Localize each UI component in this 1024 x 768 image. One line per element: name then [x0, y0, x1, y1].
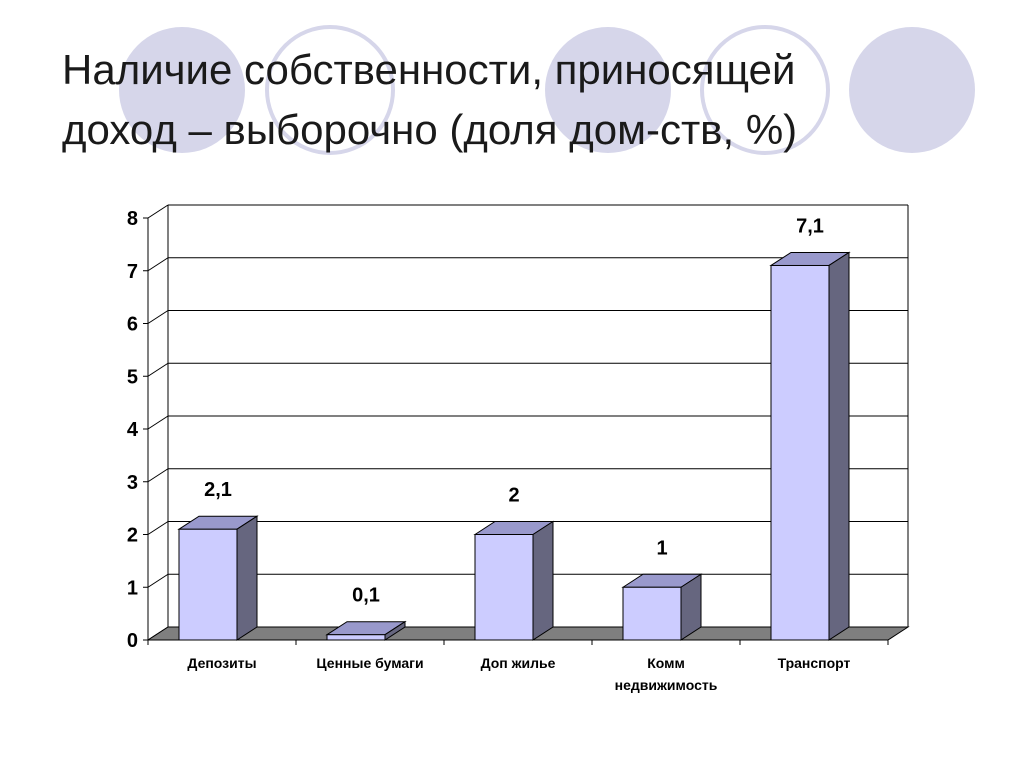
category-label: Депозиты: [187, 655, 256, 671]
bar-side: [532, 520, 554, 641]
category-label: Доп жилье: [481, 655, 556, 671]
y-tick-label: 6: [127, 314, 138, 336]
gridline-depth: [147, 521, 169, 535]
y-tick-label: 5: [127, 366, 138, 388]
gridline-depth: [147, 362, 169, 377]
bar: [326, 634, 386, 641]
decor-circle-1: [119, 27, 245, 153]
bar: [622, 586, 682, 641]
y-tick-label: 2: [127, 525, 138, 547]
gridline-depth: [147, 468, 169, 483]
bar-side: [828, 251, 850, 641]
slide-title-line-2: доход – выборочно (доля дом-ств, %): [62, 106, 798, 153]
data-label: 1: [656, 537, 667, 559]
decor-circle-4: [700, 25, 830, 155]
category-label: Ценные бумаги: [316, 655, 423, 671]
gridline-depth: [147, 415, 169, 430]
y-tick-label: 1: [127, 577, 138, 599]
gridline-depth: [147, 310, 169, 324]
bar: [770, 264, 830, 641]
category-label: Транспорт: [778, 655, 851, 671]
y-tick-label: 7: [127, 261, 138, 283]
slide-title-line-1: Наличие собственности, приносящей: [62, 46, 796, 93]
slide-title: Наличие собственности, приносящей доход …: [62, 40, 962, 160]
y-tick-label: 4: [127, 419, 139, 441]
bar: [178, 528, 238, 641]
data-label: 2: [508, 485, 519, 507]
bar: [474, 534, 534, 641]
gridline-depth: [147, 573, 169, 588]
category-label: недвижимость: [615, 677, 718, 693]
y-tick-label: 8: [127, 208, 138, 230]
category-label: Комм: [647, 655, 685, 671]
data-label: 0,1: [352, 585, 380, 607]
decor-circle-3: [545, 27, 671, 153]
gridline-depth: [147, 257, 169, 272]
decor-circle-2: [265, 25, 395, 155]
bar-side: [236, 515, 258, 641]
data-label: 7,1: [796, 215, 824, 237]
gridline-depth: [147, 204, 169, 219]
data-label: 2,1: [204, 479, 232, 501]
y-tick-label: 3: [127, 472, 138, 494]
decor-circle-5: [849, 27, 975, 153]
y-tick-label: 0: [127, 630, 138, 652]
